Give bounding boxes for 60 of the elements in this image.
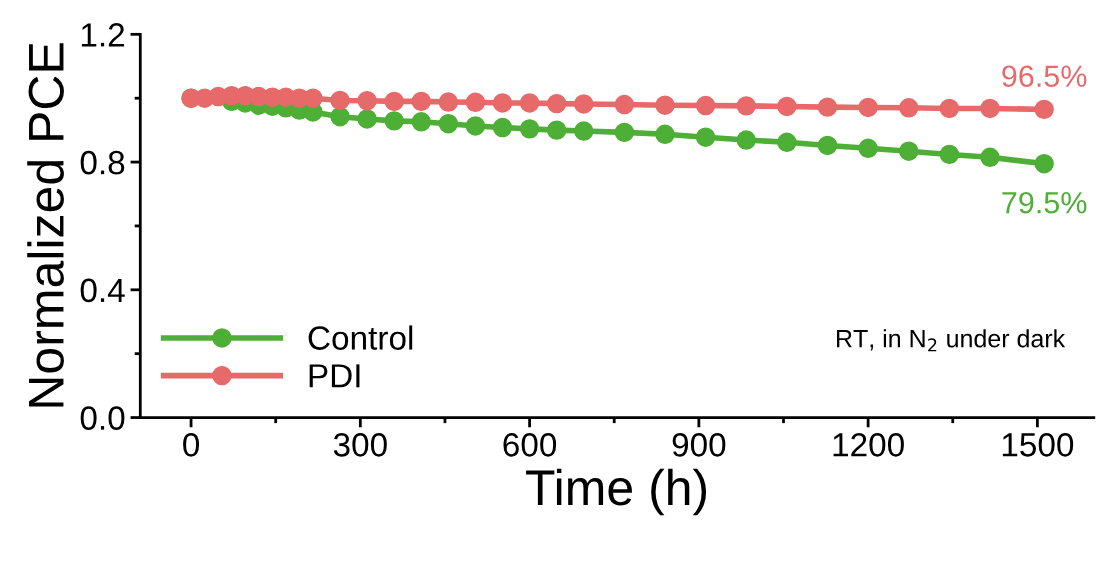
point	[1034, 99, 1054, 120]
y-tick-label: 0.0	[80, 406, 125, 430]
x-tick-label: 600	[503, 433, 557, 457]
point	[303, 88, 323, 108]
point	[777, 132, 797, 152]
point	[655, 124, 675, 145]
point	[614, 122, 635, 143]
legend-label: PDI	[309, 364, 360, 388]
point	[899, 98, 919, 118]
y-tick-label: 0.8	[80, 150, 125, 175]
legend-label: Control	[308, 325, 413, 350]
point	[858, 97, 878, 118]
point	[384, 111, 404, 131]
point	[817, 97, 838, 117]
point	[777, 96, 797, 117]
point	[980, 147, 1000, 167]
point	[438, 114, 459, 134]
annotation: 79.5%	[1002, 191, 1087, 214]
x-tick-label: 1500	[1002, 433, 1074, 457]
point	[695, 127, 716, 147]
annotation: 96.5%	[1002, 65, 1087, 88]
point	[492, 117, 513, 138]
point	[357, 91, 377, 111]
point	[899, 141, 919, 161]
point	[858, 138, 878, 159]
point	[465, 116, 486, 136]
point	[574, 94, 594, 114]
point	[1034, 153, 1054, 174]
point	[736, 96, 756, 116]
x-tick-label: 0	[183, 433, 200, 457]
x-tick-label: 300	[333, 433, 387, 457]
point	[411, 91, 431, 112]
point	[574, 121, 594, 141]
x-axis-title: Time (h)	[526, 468, 707, 516]
point	[519, 93, 540, 113]
point	[817, 135, 838, 156]
annotation: RT, in N$_{2}$ under dark	[837, 329, 1066, 352]
point	[465, 92, 486, 113]
x-tick-label: 900	[672, 433, 726, 457]
point	[614, 94, 635, 115]
point	[980, 98, 1000, 119]
point	[546, 93, 567, 114]
point	[357, 109, 377, 129]
y-tick-label: 0.4	[80, 278, 125, 303]
point	[939, 144, 960, 165]
point	[492, 93, 513, 113]
point	[655, 95, 675, 115]
y-tick-label: 1.2	[81, 23, 125, 47]
point	[330, 90, 350, 111]
point	[330, 106, 350, 127]
point	[736, 130, 756, 150]
point	[939, 98, 960, 119]
point	[411, 112, 431, 132]
point	[519, 119, 540, 139]
y-axis-title: Normalized PCE	[27, 43, 64, 407]
point	[546, 120, 567, 140]
x-tick-label: 1200	[833, 433, 904, 457]
point	[438, 92, 459, 112]
point	[384, 91, 404, 112]
point	[695, 95, 716, 116]
